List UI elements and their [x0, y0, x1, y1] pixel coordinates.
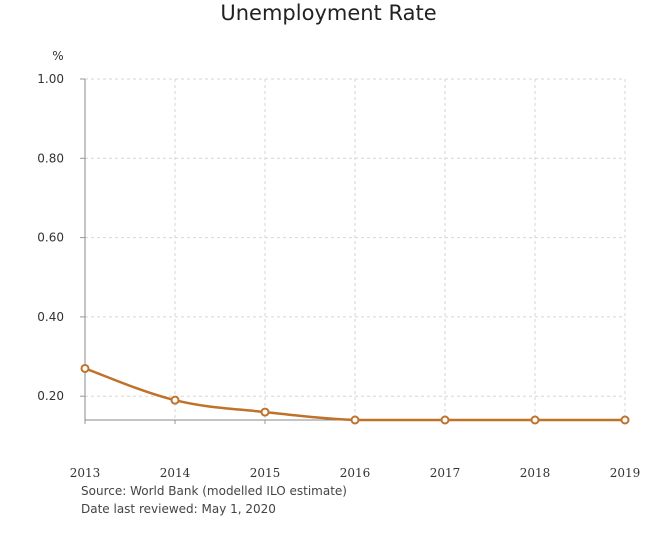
data-point[interactable] [170, 395, 180, 405]
x-tick-label: 2016 [340, 466, 371, 480]
x-tick-label: 2013 [70, 466, 101, 480]
x-tick-label: 2014 [160, 466, 191, 480]
data-point[interactable] [620, 415, 630, 425]
data-point[interactable] [440, 415, 450, 425]
axis-layer [80, 78, 626, 424]
y-tick-labels: 0.20 0.40 0.60 0.80 1.00 [37, 72, 64, 403]
x-tick-label: 2017 [430, 466, 461, 480]
y-tick-label: 0.40 [37, 310, 64, 324]
y-tick-label: 0.60 [37, 231, 64, 245]
source-note: Source: World Bank (modelled ILO estimat… [81, 484, 347, 498]
data-point[interactable] [350, 415, 360, 425]
x-tick-label: 2018 [520, 466, 551, 480]
y-tick-label: 1.00 [37, 72, 64, 86]
grid-layer [85, 78, 626, 420]
series-line [84, 367, 625, 422]
data-point[interactable] [260, 407, 270, 417]
y-tick-label: 0.20 [37, 389, 64, 403]
x-tick-label: 2015 [250, 466, 281, 480]
y-tick-label: 0.80 [37, 151, 64, 165]
data-point[interactable] [80, 363, 90, 373]
chart-title: Unemployment Rate [220, 1, 437, 25]
series-point-layer [80, 363, 630, 425]
data-point[interactable] [530, 415, 540, 425]
x-tick-label: 2019 [610, 466, 641, 480]
series-line-layer [84, 367, 625, 422]
last-reviewed-note: Date last reviewed: May 1, 2020 [81, 502, 276, 516]
x-tick-labels: 2013 2014 2015 2016 2017 2018 2019 [70, 466, 641, 480]
y-axis-unit-label: % [52, 49, 63, 63]
